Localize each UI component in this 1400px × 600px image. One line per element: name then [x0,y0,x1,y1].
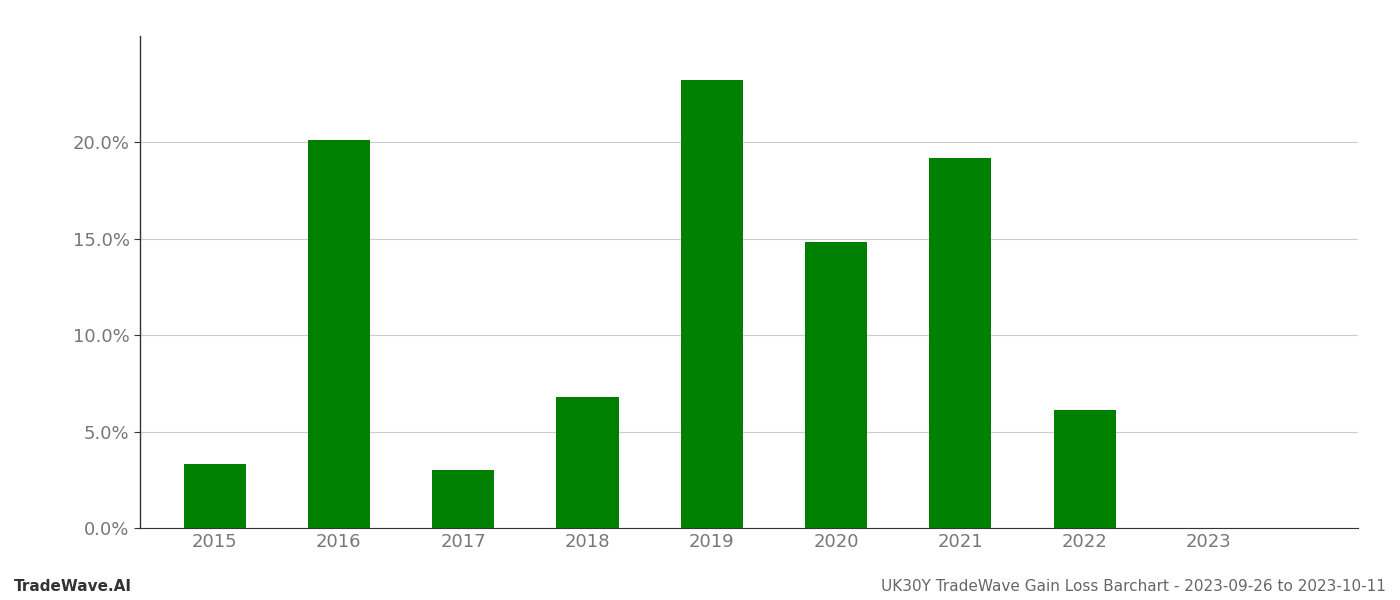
Bar [433,470,494,528]
Text: UK30Y TradeWave Gain Loss Barchart - 2023-09-26 to 2023-10-11: UK30Y TradeWave Gain Loss Barchart - 202… [881,579,1386,594]
Bar [930,158,991,528]
Bar [680,80,743,528]
Bar [308,140,370,528]
Text: TradeWave.AI: TradeWave.AI [14,579,132,594]
Bar [1054,410,1116,528]
Bar [556,397,619,528]
Bar [805,242,867,528]
Bar [183,464,245,528]
